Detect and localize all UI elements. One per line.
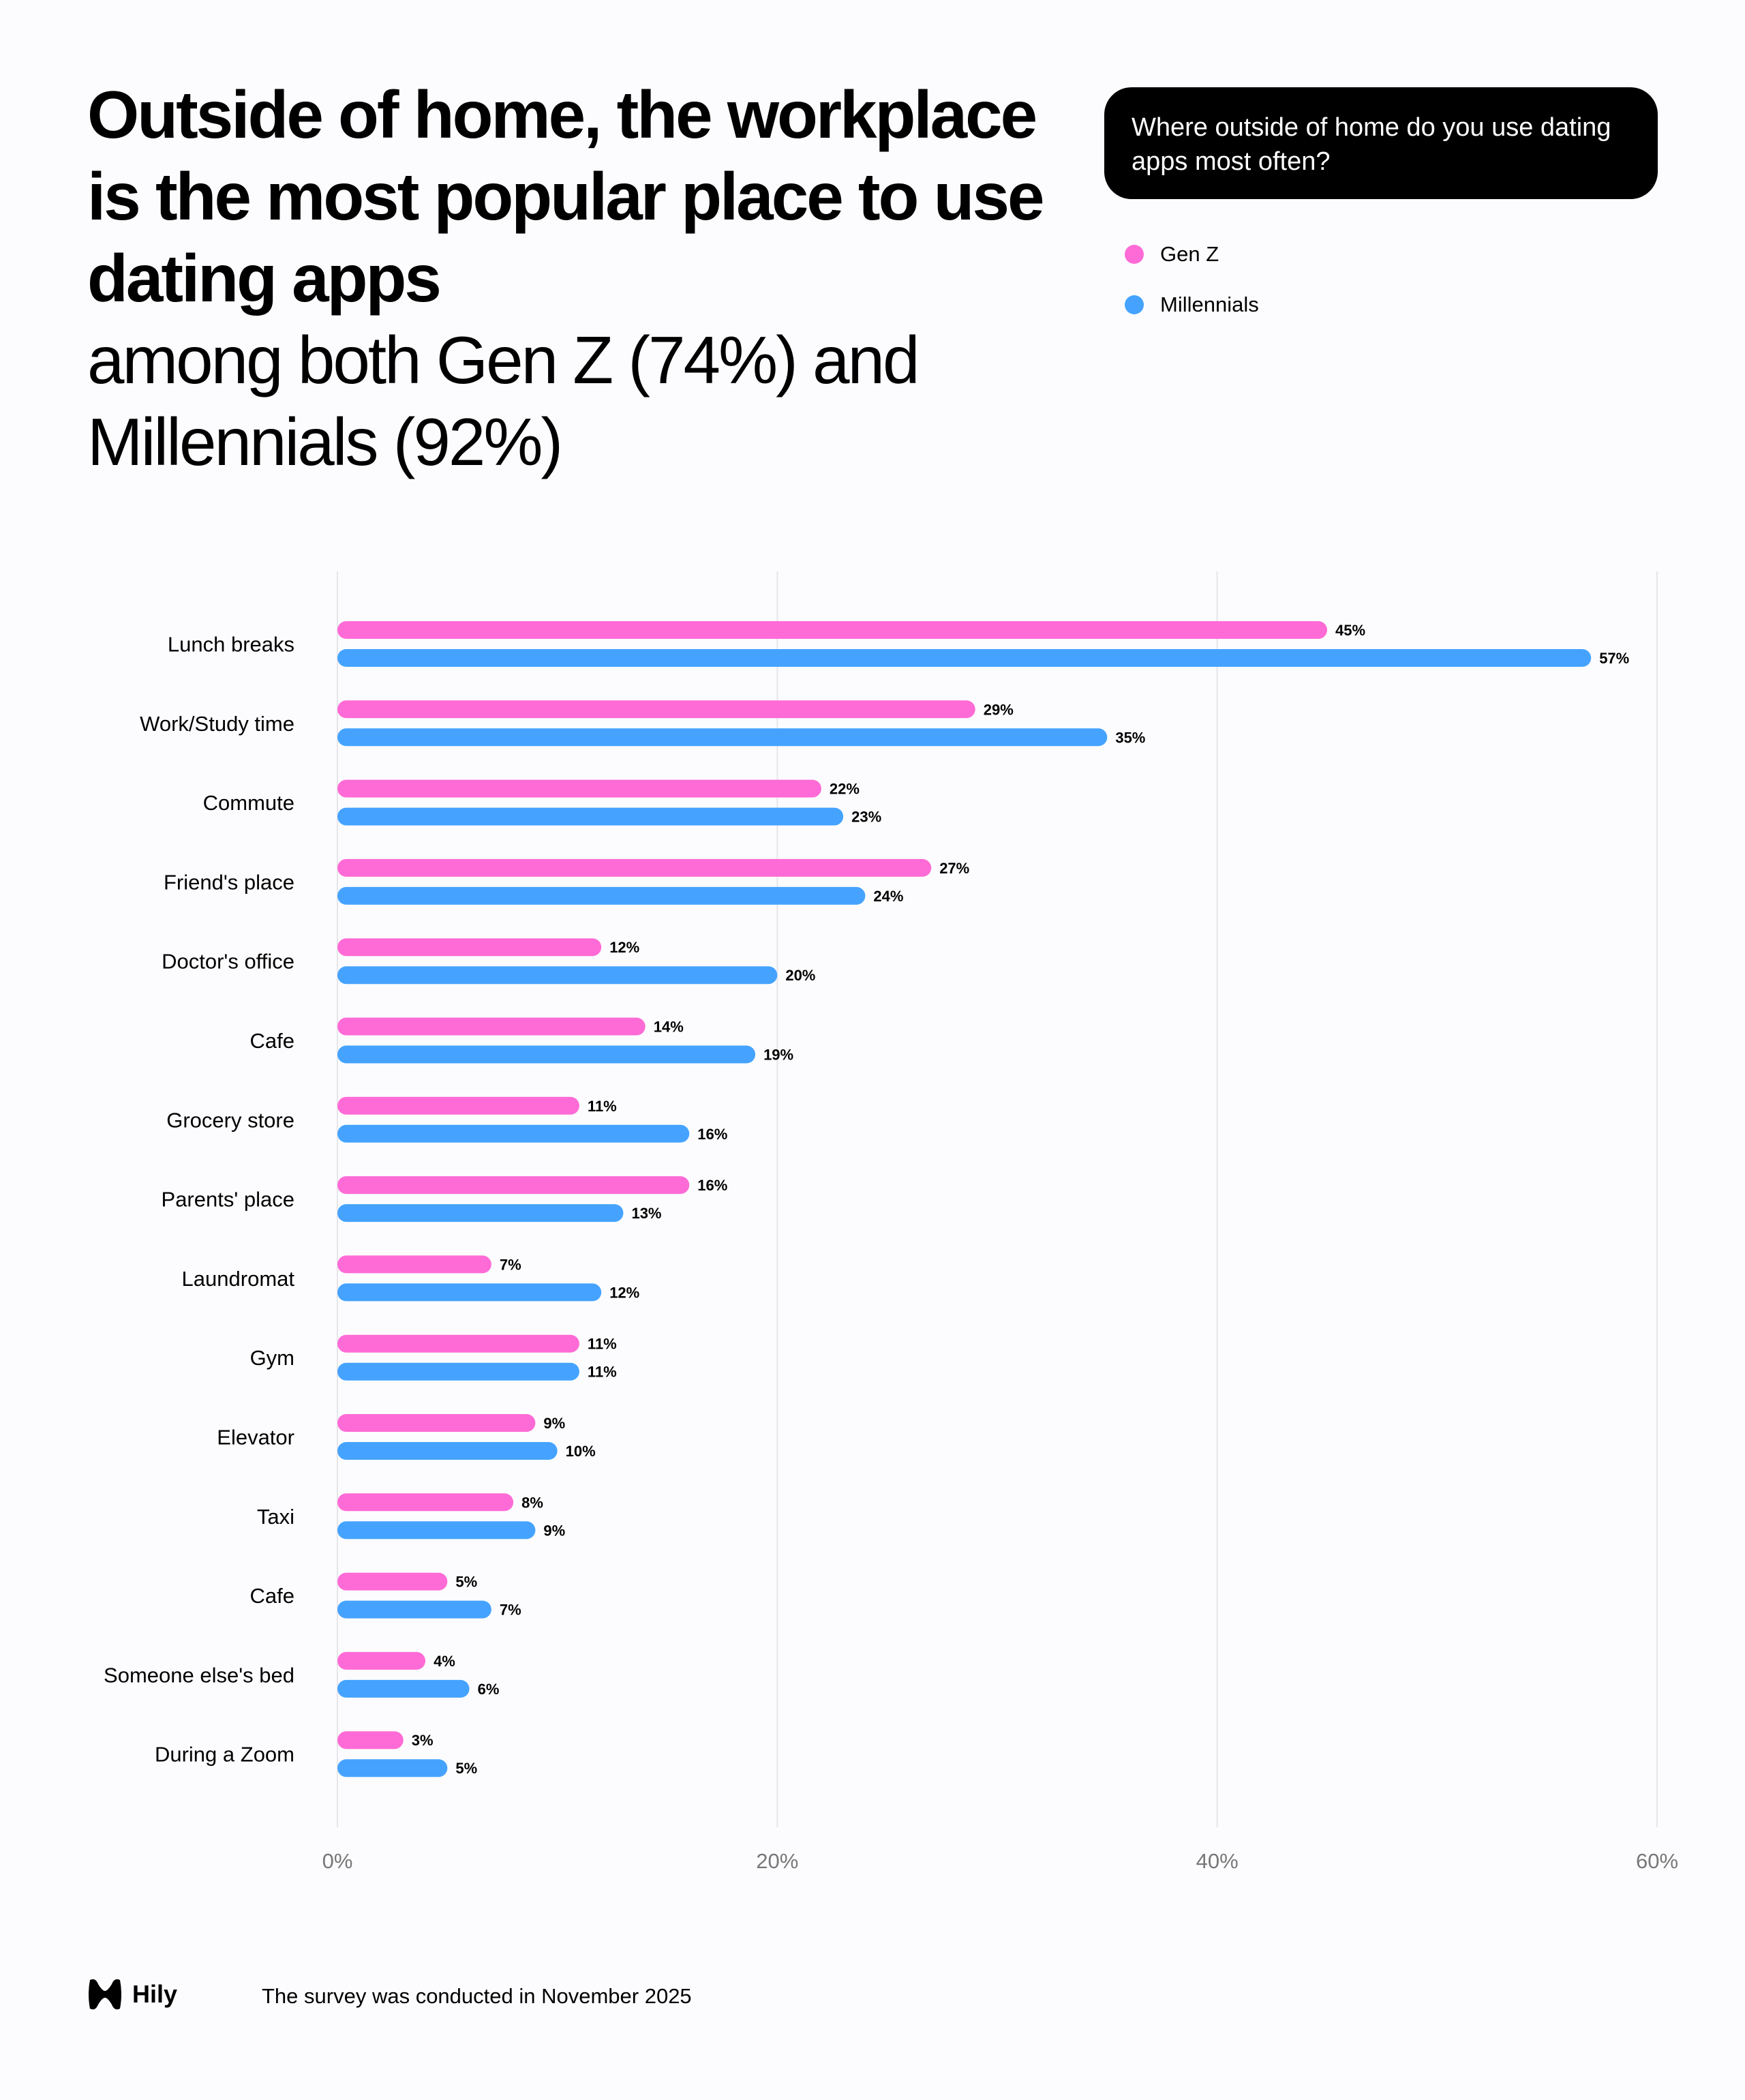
data-label: 12% [609,939,639,956]
data-label: 3% [412,1732,434,1749]
bar-millennials [337,1600,491,1619]
data-label: 10% [566,1443,596,1460]
bar-genz [337,858,932,877]
bar-genz [337,1731,404,1750]
data-label: 13% [631,1205,661,1222]
bar-millennials [337,1521,536,1540]
bar-genz [337,621,1327,639]
bar-millennials [337,1442,558,1460]
bar-genz [337,938,602,957]
chart-title: Outside of home, the workplace is the mo… [87,74,1096,483]
data-label: 27% [939,860,969,877]
data-label: 11% [588,1336,617,1353]
bar-genz [337,1493,514,1512]
footer: Hily The survey was conducted in Novembe… [87,1977,692,2011]
data-label: 22% [830,781,860,798]
data-label: 19% [763,1047,793,1064]
category-label: Lunch breaks [168,633,294,657]
bar-genz [337,1651,426,1670]
bar-millennials [337,807,844,826]
title-regular: among both Gen Z (74%) and Millennials (… [87,322,920,479]
bar-millennials [337,1045,756,1064]
bar-genz [337,1096,579,1115]
data-label: 29% [984,701,1014,718]
data-label: 9% [543,1415,565,1432]
category-label: Cafe [250,1029,294,1053]
category-label: Parents' place [162,1188,294,1212]
data-label: 11% [588,1364,617,1381]
data-label: 5% [455,1760,477,1777]
data-label: 6% [478,1681,500,1698]
data-label: 7% [500,1256,521,1273]
hily-logo: Hily [87,1977,177,2011]
category-label: Commute [203,791,294,815]
logo-text: Hily [132,1980,178,2008]
data-label: 12% [609,1284,639,1301]
bar-genz [337,1176,690,1195]
hily-logo-icon [89,1979,121,2010]
x-tick-label: 20% [756,1849,798,1873]
category-label: Elevator [217,1426,294,1450]
data-label: 7% [500,1602,521,1619]
bar-millennials [337,649,1592,667]
bar-genz [337,700,975,719]
bar-chart: 0% 20% 40% 60% Lunch breaks 45% 57% Work/Study … [104,571,1678,1873]
legend-item-genz: Gen Z [1125,229,1259,280]
bar-millennials [337,1759,448,1777]
data-label: 20% [785,967,815,984]
bar-genz [337,1334,579,1353]
data-label: 16% [697,1177,727,1194]
legend-label: Millennials [1160,292,1259,316]
category-label: Gym [250,1346,294,1370]
category-label: Doctor's office [162,950,294,974]
data-label: 16% [697,1126,727,1143]
bar-genz [337,1414,536,1432]
data-label: 45% [1335,622,1365,639]
category-label: Taxi [257,1505,294,1529]
data-label: 23% [851,809,881,826]
x-tick-label: 40% [1196,1849,1239,1873]
bar-genz [337,779,821,798]
bar-millennials [337,1679,470,1698]
question-box: Where outside of home do you use dating … [1104,87,1658,199]
data-label: 9% [543,1522,565,1539]
data-label: 11% [588,1098,617,1115]
bar-millennials [337,728,1108,747]
bar-genz [337,1572,448,1591]
data-label: 14% [654,1019,684,1036]
category-label: Work/Study time [140,712,294,736]
bar-millennials [337,886,866,905]
bar-genz [337,1255,491,1274]
data-label: 8% [521,1494,543,1511]
title-bold: Outside of home, the workplace is the mo… [87,77,1045,316]
legend: Gen Z Millennials [1125,229,1259,330]
x-tick-label: 60% [1636,1849,1678,1873]
x-tick-label: 0% [322,1849,353,1873]
bar-genz [337,1017,646,1036]
category-label: Grocery store [166,1108,294,1132]
data-label: 5% [455,1574,477,1591]
category-label: Laundromat [182,1267,295,1291]
bar-millennials [337,1362,579,1381]
data-label: 35% [1115,729,1145,746]
bar-millennials [337,1283,602,1302]
bar-millennials [337,1204,624,1222]
genz-dot-icon [1125,245,1144,264]
millennials-dot-icon [1125,295,1144,314]
bar-millennials [337,1124,690,1143]
legend-item-millennials: Millennials [1125,280,1259,330]
survey-note: The survey was conducted in November 202… [262,1984,692,2008]
category-label: Friend's place [164,870,294,894]
data-label: 4% [434,1653,455,1670]
data-label: 24% [873,888,903,905]
bar-millennials [337,966,778,985]
legend-label: Gen Z [1160,242,1219,266]
category-label: Someone else's bed [104,1663,294,1687]
data-label: 57% [1599,650,1629,667]
category-label: During a Zoom [155,1743,294,1767]
category-label: Cafe [250,1584,294,1608]
